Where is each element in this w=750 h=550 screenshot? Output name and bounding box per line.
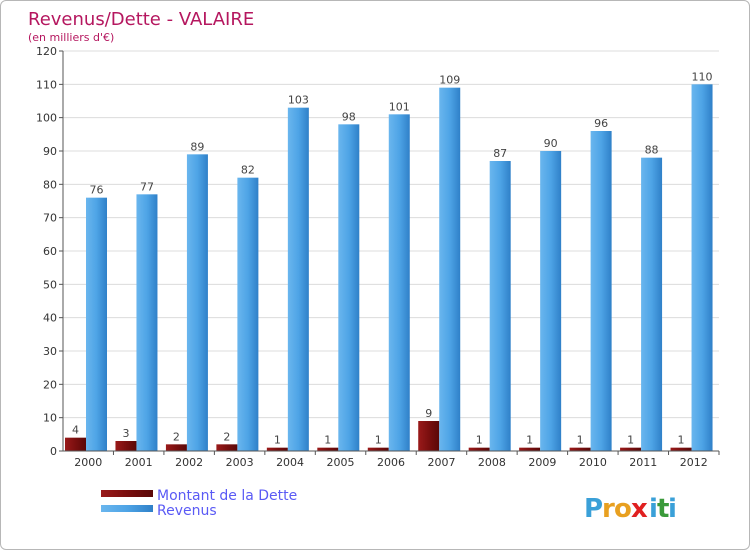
x-tick-label: 2004	[276, 456, 304, 469]
bar-debt	[367, 447, 389, 451]
x-tick-label: 2008	[478, 456, 506, 469]
logo-letter: o	[614, 494, 632, 524]
bar-revenus	[590, 131, 612, 451]
data-label-debt: 1	[678, 434, 685, 447]
data-label-debt: 1	[577, 434, 584, 447]
y-tick-label: 10	[43, 412, 57, 425]
bar-revenus	[287, 107, 309, 452]
y-tick-label: 60	[43, 245, 57, 258]
bar-debt	[569, 447, 591, 451]
bar-debt	[115, 441, 137, 451]
x-tick-label: 2001	[125, 456, 153, 469]
logo-letter: P	[584, 494, 603, 524]
x-tick-label: 2009	[528, 456, 556, 469]
y-tick-label: 80	[43, 178, 57, 191]
data-label-debt: 1	[274, 434, 281, 447]
data-label-revenus: 88	[645, 144, 659, 157]
x-tick-label: 2011	[629, 456, 657, 469]
y-tick-label: 90	[43, 145, 57, 158]
data-label-debt: 1	[324, 434, 331, 447]
chart-title: Revenus/Dette - VALAIRE	[28, 9, 254, 30]
y-tick-label: 110	[36, 78, 57, 91]
bar-debt	[266, 447, 288, 451]
bars: 4763772892821103198110191091871901961881…	[65, 70, 713, 452]
data-label-revenus: 89	[190, 140, 204, 153]
bar-debt	[468, 447, 490, 451]
bar-debt	[418, 421, 440, 451]
y-tick-label: 40	[43, 312, 57, 325]
data-label-revenus: 76	[90, 184, 104, 197]
y-tick-label: 20	[43, 378, 57, 391]
bar-revenus	[439, 87, 461, 452]
data-label-debt: 3	[122, 427, 129, 440]
data-label-debt: 4	[72, 424, 79, 437]
chart-subtitle: (en milliers d'€)	[28, 31, 114, 44]
data-label-revenus: 96	[594, 117, 608, 130]
logo-letter: r	[602, 494, 615, 524]
data-label-debt: 1	[375, 434, 382, 447]
x-tick-label: 2010	[579, 456, 607, 469]
logo-letter: x	[631, 494, 648, 524]
x-tick-label: 2012	[680, 456, 708, 469]
x-tick-label: 2000	[74, 456, 102, 469]
legend-swatch-revenus	[101, 505, 153, 512]
bar-debt	[670, 447, 692, 451]
bar-revenus	[186, 154, 208, 452]
legend-label-revenus: Revenus	[157, 503, 217, 519]
data-label-debt: 1	[476, 434, 483, 447]
y-axis: 0 10 20 30 40 50 60 70 80 90 100 110 120	[36, 45, 64, 458]
legend-label-debt: Montant de la Dette	[157, 488, 297, 504]
y-tick-label: 0	[50, 445, 57, 458]
data-label-revenus: 98	[342, 110, 356, 123]
y-tick-label: 100	[36, 112, 57, 125]
logo-letter: i	[649, 494, 658, 524]
logo-letter: i	[668, 494, 677, 524]
y-tick-label: 50	[43, 278, 57, 291]
bar-revenus	[489, 161, 511, 451]
bar-revenus	[540, 151, 562, 451]
x-tick-label: 2006	[377, 456, 405, 469]
x-tick-label: 2007	[427, 456, 455, 469]
x-tick-label: 2003	[226, 456, 254, 469]
data-label-revenus: 109	[439, 74, 460, 87]
bar-revenus	[136, 194, 158, 452]
data-label-debt: 2	[173, 430, 180, 443]
data-label-revenus: 87	[493, 147, 507, 160]
data-label-debt: 1	[627, 434, 634, 447]
bar-revenus	[641, 157, 663, 451]
y-tick-label: 30	[43, 345, 57, 358]
bar-debt	[519, 447, 541, 451]
y-tick-label: 120	[36, 45, 57, 58]
logo-letter: t	[657, 494, 669, 524]
y-tick-label: 70	[43, 212, 57, 225]
data-label-debt: 9	[425, 407, 432, 420]
data-label-revenus: 90	[544, 137, 558, 150]
bar-debt	[317, 447, 339, 451]
x-axis: 2000 2001 2002 2003 2004 2005 2006 2007 2008 2009…	[63, 450, 720, 469]
bar-revenus	[388, 114, 410, 451]
data-label-revenus: 101	[389, 100, 410, 113]
bar-revenus	[237, 177, 259, 451]
bar-debt	[65, 437, 86, 451]
bar-revenus	[691, 84, 713, 451]
bar-revenus	[338, 124, 360, 451]
data-label-debt: 1	[526, 434, 533, 447]
bar-debt	[216, 444, 238, 451]
bar-revenus	[86, 197, 107, 451]
x-tick-label: 2002	[175, 456, 203, 469]
bar-debt	[165, 444, 187, 451]
data-label-revenus: 103	[288, 94, 309, 107]
data-label-revenus: 77	[140, 180, 154, 193]
legend: Montant de la Dette Revenus	[101, 488, 297, 519]
bar-debt	[620, 447, 642, 451]
data-label-revenus: 82	[241, 164, 255, 177]
data-label-debt: 2	[223, 430, 230, 443]
proxiti-logo: Pr o x i ti	[584, 494, 677, 524]
data-label-revenus: 110	[692, 70, 713, 83]
x-tick-label: 2005	[327, 456, 355, 469]
legend-swatch-debt	[101, 490, 153, 497]
